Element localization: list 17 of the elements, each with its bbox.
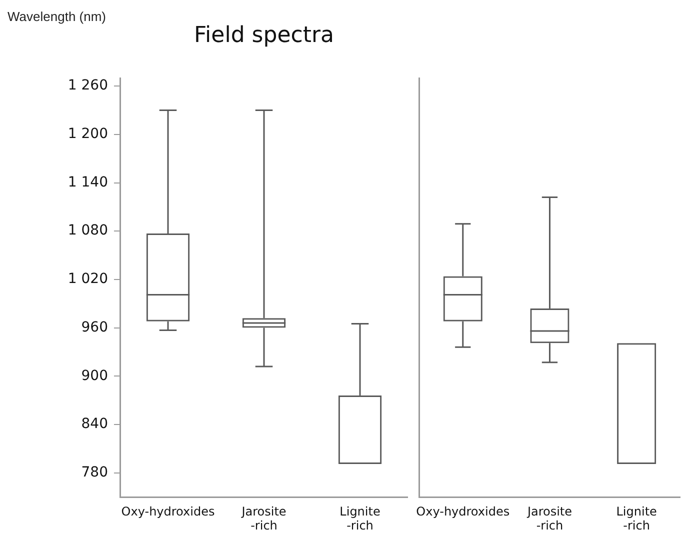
y-tick-label: 1 260 xyxy=(68,78,108,94)
x-tick-label: Lignite -rich xyxy=(616,504,657,533)
y-axis-title: Wavelength (nm) xyxy=(6,8,106,26)
x-tick-label: Jarosite -rich xyxy=(526,504,572,533)
y-tick-label: 1 080 xyxy=(68,222,108,239)
y-tick-label: 1 200 xyxy=(68,126,108,142)
y-tick-label: 780 xyxy=(81,464,108,480)
y-tick-label: 840 xyxy=(81,416,108,432)
y-tick-label: 960 xyxy=(81,319,108,336)
x-tick-label: Lignite -rich xyxy=(340,504,380,533)
x-tick-label: Oxy-hydroxides xyxy=(416,504,510,518)
x-tick-label: Oxy-hydroxides xyxy=(121,504,215,518)
y-tick-label: 900 xyxy=(81,368,108,384)
y-tick-label: 1 020 xyxy=(68,271,108,288)
chart-title: Field spectra xyxy=(194,22,334,48)
y-tick-label: 1 140 xyxy=(68,174,108,190)
x-tick-label: Jarosite -rich xyxy=(240,504,286,533)
